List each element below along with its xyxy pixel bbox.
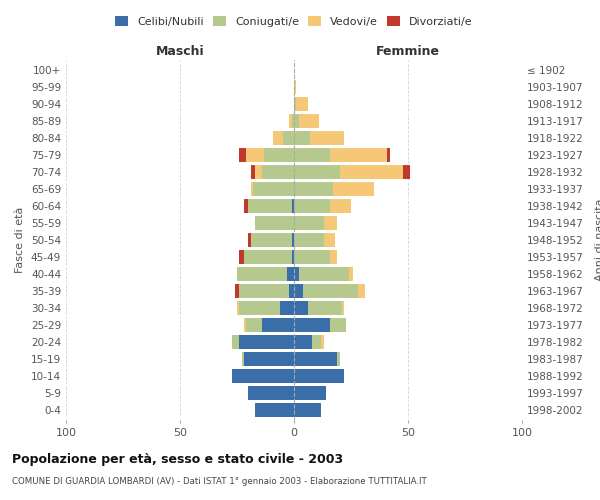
Bar — [239, 301, 280, 315]
Text: Maschi: Maschi — [155, 46, 205, 59]
Bar — [239, 284, 289, 298]
Bar — [248, 386, 294, 400]
Legend: Celibi/Nubili, Coniugati/e, Vedovi/e, Divorziati/e: Celibi/Nubili, Coniugati/e, Vedovi/e, Di… — [111, 12, 477, 31]
Bar — [294, 250, 331, 264]
Bar — [294, 80, 296, 94]
Bar — [242, 352, 244, 366]
Bar — [232, 335, 239, 349]
Y-axis label: Fasce di età: Fasce di età — [16, 207, 25, 273]
Bar — [239, 335, 294, 349]
Bar — [255, 216, 294, 230]
Bar — [237, 301, 239, 315]
Bar — [299, 267, 349, 281]
Bar — [292, 233, 294, 247]
Bar — [292, 114, 294, 128]
Bar — [292, 250, 294, 264]
Bar — [294, 97, 296, 111]
Bar — [246, 148, 265, 162]
Bar — [337, 352, 340, 366]
Bar — [262, 165, 294, 179]
Bar — [294, 131, 310, 145]
Bar — [323, 216, 337, 230]
Bar — [294, 199, 331, 213]
Bar — [294, 403, 322, 417]
Bar — [239, 250, 244, 264]
Bar — [299, 114, 319, 128]
Text: Popolazione per età, sesso e stato civile - 2003: Popolazione per età, sesso e stato civil… — [12, 452, 343, 466]
Bar — [246, 318, 262, 332]
Bar — [294, 284, 303, 298]
Bar — [287, 267, 294, 281]
Bar — [265, 148, 294, 162]
Bar — [303, 284, 358, 298]
Bar — [388, 148, 390, 162]
Bar — [331, 318, 346, 332]
Bar — [253, 182, 294, 196]
Bar — [294, 386, 326, 400]
Bar — [294, 301, 308, 315]
Text: COMUNE DI GUARDIA LOMBARDI (AV) - Dati ISTAT 1° gennaio 2003 - Elaborazione TUTT: COMUNE DI GUARDIA LOMBARDI (AV) - Dati I… — [12, 478, 427, 486]
Bar — [251, 165, 255, 179]
Bar — [403, 165, 410, 179]
Bar — [289, 284, 294, 298]
Bar — [294, 233, 323, 247]
Bar — [280, 301, 294, 315]
Bar — [358, 284, 365, 298]
Bar — [294, 267, 299, 281]
Bar — [310, 131, 344, 145]
Bar — [262, 318, 294, 332]
Bar — [294, 318, 331, 332]
Bar — [237, 267, 287, 281]
Bar — [294, 369, 344, 383]
Bar — [244, 199, 248, 213]
Bar — [331, 148, 388, 162]
Bar — [331, 199, 351, 213]
Bar — [333, 182, 374, 196]
Bar — [251, 233, 292, 247]
Bar — [296, 97, 308, 111]
Bar — [239, 148, 246, 162]
Bar — [232, 369, 294, 383]
Bar — [342, 301, 344, 315]
Bar — [294, 182, 333, 196]
Bar — [308, 301, 342, 315]
Bar — [248, 199, 292, 213]
Bar — [340, 165, 403, 179]
Bar — [294, 165, 340, 179]
Bar — [255, 165, 262, 179]
Bar — [244, 352, 294, 366]
Bar — [349, 267, 353, 281]
Bar — [323, 233, 335, 247]
Y-axis label: Anni di nascita: Anni di nascita — [595, 198, 600, 281]
Bar — [283, 131, 294, 145]
Bar — [294, 148, 331, 162]
Bar — [292, 199, 294, 213]
Bar — [294, 216, 323, 230]
Bar — [235, 284, 239, 298]
Bar — [251, 182, 253, 196]
Bar — [248, 233, 251, 247]
Bar — [294, 335, 312, 349]
Bar — [274, 131, 283, 145]
Bar — [331, 250, 337, 264]
Bar — [244, 250, 292, 264]
Bar — [294, 352, 337, 366]
Bar — [244, 318, 246, 332]
Text: Femmine: Femmine — [376, 46, 440, 59]
Bar — [322, 335, 323, 349]
Bar — [289, 114, 292, 128]
Bar — [312, 335, 322, 349]
Bar — [255, 403, 294, 417]
Bar — [294, 114, 299, 128]
